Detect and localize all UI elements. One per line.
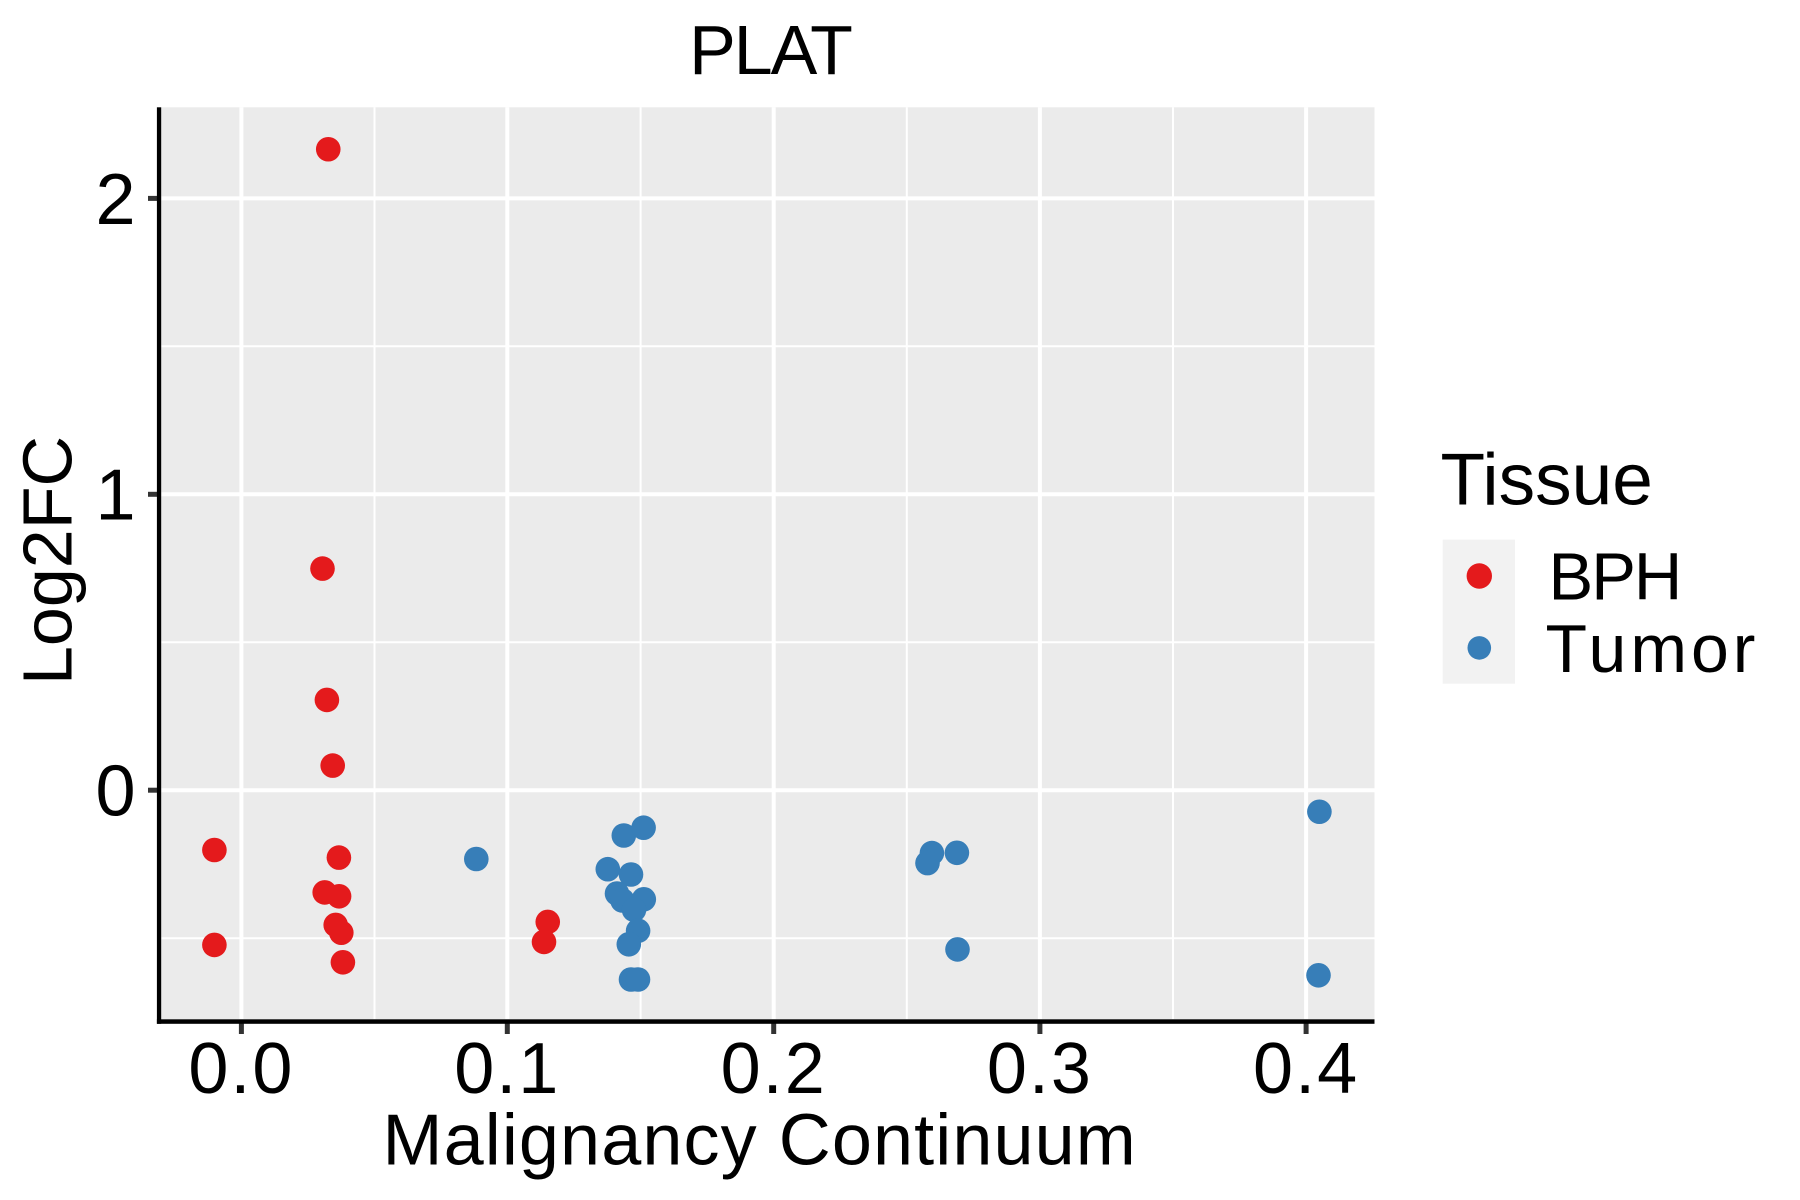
svg-text:Tumor: Tumor xyxy=(1546,611,1760,687)
svg-text:BPH: BPH xyxy=(1549,540,1681,615)
svg-text:0.1: 0.1 xyxy=(454,1029,560,1109)
svg-text:0.4: 0.4 xyxy=(1253,1029,1359,1109)
svg-text:1: 1 xyxy=(95,456,135,536)
svg-text:0.0: 0.0 xyxy=(188,1029,294,1109)
svg-text:Malignancy Continuum: Malignancy Continuum xyxy=(383,1101,1137,1181)
svg-text:0.2: 0.2 xyxy=(721,1029,827,1109)
svg-text:Tissue: Tissue xyxy=(1441,439,1653,520)
svg-text:0.3: 0.3 xyxy=(987,1029,1093,1109)
svg-text:Log2FC: Log2FC xyxy=(9,436,87,685)
svg-text:0: 0 xyxy=(95,752,135,832)
svg-text:2: 2 xyxy=(95,160,135,240)
svg-text:PLAT: PLAT xyxy=(689,11,852,89)
